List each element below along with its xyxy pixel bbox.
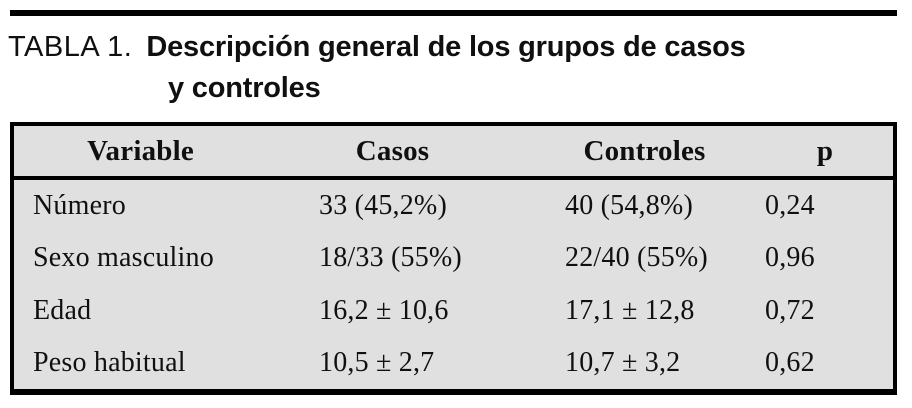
table-number-label: TABLA 1. bbox=[8, 31, 133, 63]
column-header-variable: Variable bbox=[87, 134, 194, 167]
column-header-controles: Controles bbox=[583, 134, 706, 167]
cell-casos: 33 (45,2%) bbox=[319, 190, 447, 222]
cell-variable: Edad bbox=[33, 294, 92, 326]
cases-controls-table: Variable Casos Controles p Número 33 (45… bbox=[10, 122, 897, 395]
cell-variable: Peso habitual bbox=[33, 346, 186, 378]
caption-line-1: TABLA 1. Descripción general de los grupo… bbox=[8, 27, 746, 68]
cell-controles: 22/40 (55%) bbox=[565, 242, 708, 274]
cell-p: 0,24 bbox=[765, 190, 815, 222]
caption-title-line1: Descripción general de los grupos de cas… bbox=[146, 31, 746, 63]
cell-variable: Sexo masculino bbox=[33, 242, 214, 274]
column-header-casos: Casos bbox=[355, 134, 430, 167]
table-row: Número 33 (45,2%) 40 (54,8%) 0,24 bbox=[14, 180, 893, 232]
cell-casos: 18/33 (55%) bbox=[319, 242, 462, 274]
table-caption: TABLA 1. Descripción general de los grupo… bbox=[8, 27, 746, 109]
cell-p: 0,72 bbox=[765, 294, 815, 326]
cell-controles: 10,7 ± 3,2 bbox=[565, 346, 681, 378]
cell-controles: 17,1 ± 12,8 bbox=[565, 294, 695, 326]
cell-controles: 40 (54,8%) bbox=[565, 190, 693, 222]
table-row: Peso habitual 10,5 ± 2,7 10,7 ± 3,2 0,62 bbox=[14, 337, 893, 389]
table-header-row: Variable Casos Controles p bbox=[14, 126, 893, 180]
cell-p: 0,96 bbox=[765, 242, 815, 274]
cell-casos: 10,5 ± 2,7 bbox=[319, 346, 435, 378]
column-header-p: p bbox=[816, 134, 834, 167]
table-row: Sexo masculino 18/33 (55%) 22/40 (55%) 0… bbox=[14, 232, 893, 284]
caption-top-rule bbox=[10, 10, 897, 16]
cell-casos: 16,2 ± 10,6 bbox=[319, 294, 449, 326]
caption-title-line2: y controles bbox=[168, 72, 321, 104]
cell-p: 0,62 bbox=[765, 346, 815, 378]
table-row: Edad 16,2 ± 10,6 17,1 ± 12,8 0,72 bbox=[14, 285, 893, 337]
cell-variable: Número bbox=[33, 190, 126, 222]
table-body: Número 33 (45,2%) 40 (54,8%) 0,24 Sexo m… bbox=[14, 180, 893, 389]
